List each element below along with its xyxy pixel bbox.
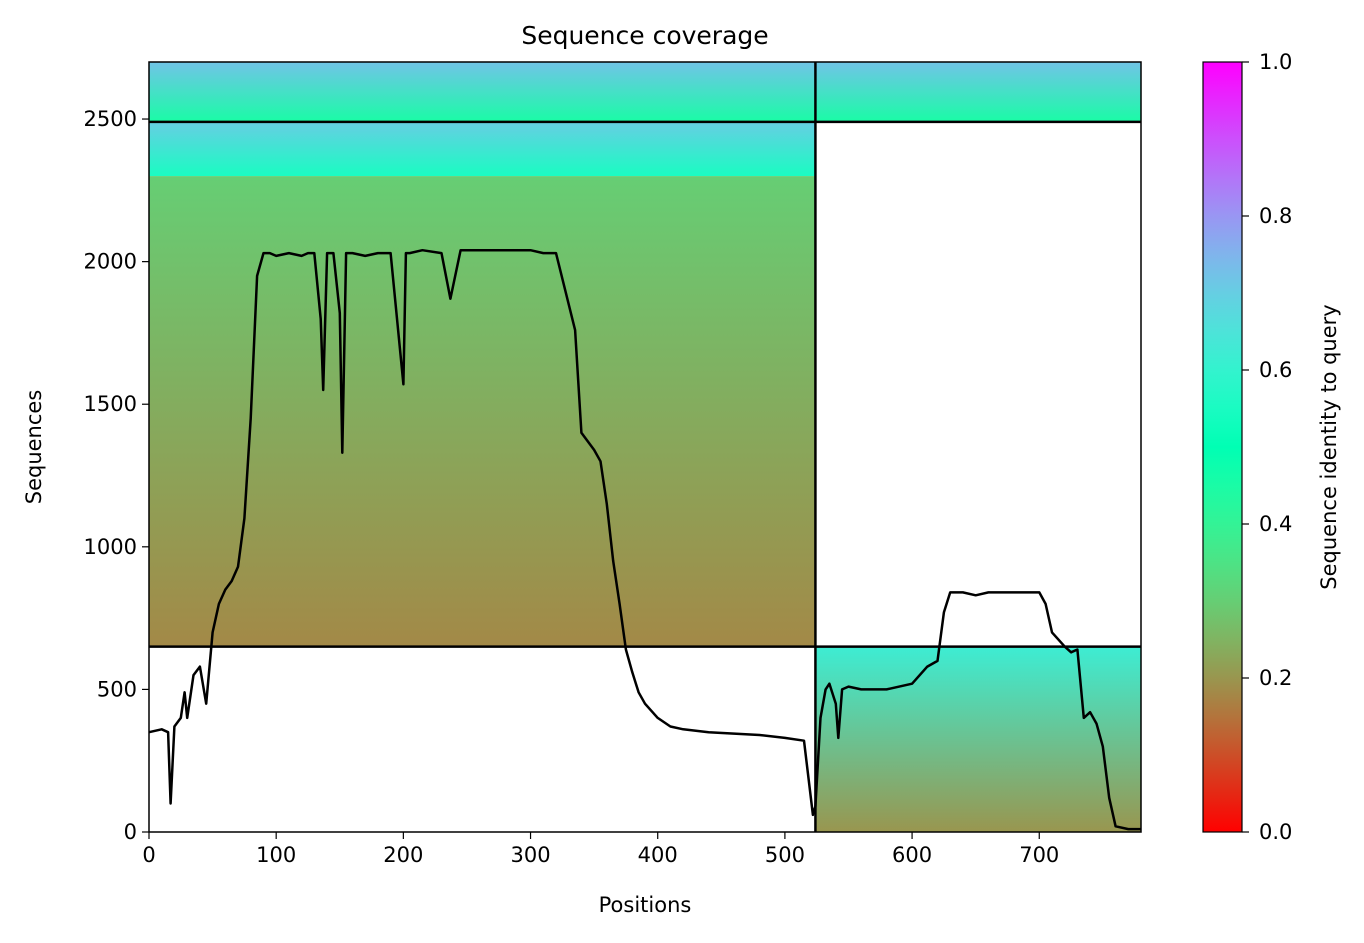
colorbar-tick-label: 0.4 xyxy=(1259,512,1292,536)
y-tick-label: 1000 xyxy=(84,535,137,559)
y-tick-label: 2500 xyxy=(84,107,137,131)
msa-block xyxy=(149,121,816,177)
x-tick-label: 500 xyxy=(765,843,805,867)
colorbar-tick-label: 0.8 xyxy=(1259,204,1292,228)
x-axis: 0 100 200 300 400 500 600 700 xyxy=(142,832,1059,867)
y-tick-label: 0 xyxy=(124,820,137,844)
msa-block xyxy=(149,62,816,122)
x-tick-label: 200 xyxy=(383,843,423,867)
x-tick-label: 400 xyxy=(638,843,678,867)
y-tick-label: 2000 xyxy=(84,250,137,274)
colorbar: 0.0 0.2 0.4 0.6 0.8 1.0 xyxy=(1202,50,1292,844)
y-tick-label: 500 xyxy=(97,677,137,701)
x-tick-label: 0 xyxy=(142,843,155,867)
colorbar-tick-label: 0.0 xyxy=(1259,820,1292,844)
y-tick-label: 1500 xyxy=(84,392,137,416)
msa-heatmap xyxy=(149,62,1141,832)
colorbar-gradient xyxy=(1202,61,1243,833)
y-axis-label: Sequences xyxy=(22,390,46,505)
x-axis-label: Positions xyxy=(599,893,692,917)
x-tick-label: 600 xyxy=(892,843,932,867)
coverage-line xyxy=(148,248,1141,831)
msa-block xyxy=(149,176,816,647)
msa-block xyxy=(815,646,1141,832)
x-tick-label: 300 xyxy=(510,843,550,867)
colorbar-tick-label: 1.0 xyxy=(1259,50,1292,74)
coverage-line-group xyxy=(148,248,1141,831)
x-tick-label: 700 xyxy=(1019,843,1059,867)
x-tick-label: 100 xyxy=(256,843,296,867)
chart-title: Sequence coverage xyxy=(521,21,768,50)
colorbar-label: Sequence identity to query xyxy=(1317,304,1341,589)
plot-frame xyxy=(148,61,1142,833)
y-axis: 0 500 1000 1500 2000 2500 xyxy=(84,107,149,844)
chain-boundaries xyxy=(149,62,1141,832)
colorbar-tick-label: 0.2 xyxy=(1259,666,1292,690)
colorbar-tick-label: 0.6 xyxy=(1259,358,1292,382)
msa-block xyxy=(815,62,1141,122)
